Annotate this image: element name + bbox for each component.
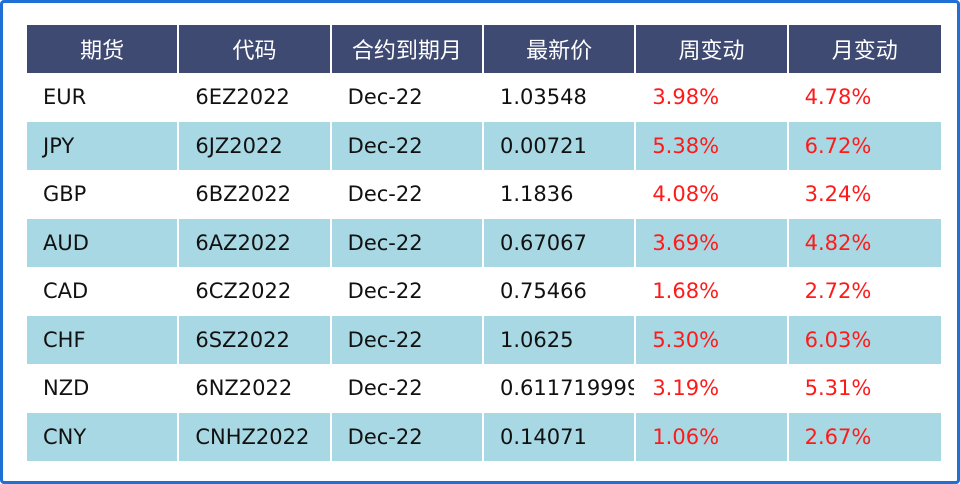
cell-monthly-change: 2.67% xyxy=(788,412,941,461)
cell-weekly-change: 4.08% xyxy=(636,170,789,219)
cell-price: 0.67067 xyxy=(483,218,637,267)
cell-expiry: Dec-22 xyxy=(331,170,484,219)
cell-weekly-change: 3.19% xyxy=(636,364,789,413)
cell-expiry: Dec-22 xyxy=(331,267,484,316)
cell-expiry: Dec-22 xyxy=(331,412,484,461)
cell-weekly-change: 3.98% xyxy=(636,73,789,122)
header-latest-price: 最新价 xyxy=(483,25,637,73)
cell-expiry: Dec-22 xyxy=(331,73,484,122)
table-row: CHF 6SZ2022 Dec-22 1.0625 5.30% 6.03% xyxy=(27,315,941,364)
table-row: AUD 6AZ2022 Dec-22 0.67067 3.69% 4.82% xyxy=(27,218,941,267)
cell-futures: JPY xyxy=(27,121,180,170)
cell-code: 6AZ2022 xyxy=(179,218,332,267)
cell-weekly-change: 3.69% xyxy=(636,218,789,267)
cell-weekly-change: 1.68% xyxy=(636,267,789,316)
cell-monthly-change: 2.72% xyxy=(788,267,941,316)
table-row: GBP 6BZ2022 Dec-22 1.1836 4.08% 3.24% xyxy=(27,170,941,219)
header-expiry-month: 合约到期月 xyxy=(331,25,484,73)
header-monthly-change: 月变动 xyxy=(788,25,941,73)
cell-expiry: Dec-22 xyxy=(331,315,484,364)
futures-table: 期货 代码 合约到期月 最新价 周变动 月变动 EUR 6EZ2022 Dec-… xyxy=(27,25,941,461)
header-weekly-change: 周变动 xyxy=(636,25,789,73)
cell-price: 0.14071 xyxy=(483,412,637,461)
table-row: EUR 6EZ2022 Dec-22 1.03548 3.98% 4.78% xyxy=(27,73,941,122)
cell-monthly-change: 4.82% xyxy=(788,218,941,267)
cell-futures: NZD xyxy=(27,364,180,413)
table-header-row: 期货 代码 合约到期月 最新价 周变动 月变动 xyxy=(27,25,941,73)
cell-monthly-change: 6.03% xyxy=(788,315,941,364)
cell-weekly-change: 5.30% xyxy=(636,315,789,364)
cell-code: CNHZ2022 xyxy=(179,412,332,461)
header-futures: 期货 xyxy=(27,25,180,73)
header-code: 代码 xyxy=(179,25,332,73)
cell-code: 6JZ2022 xyxy=(179,121,332,170)
cell-futures: CNY xyxy=(27,412,180,461)
cell-code: 6CZ2022 xyxy=(179,267,332,316)
cell-price: 1.03548 xyxy=(483,73,637,122)
cell-code: 6SZ2022 xyxy=(179,315,332,364)
cell-price: 0.611719999 xyxy=(483,364,637,413)
table-row: CAD 6CZ2022 Dec-22 0.75466 1.68% 2.72% xyxy=(27,267,941,316)
cell-monthly-change: 6.72% xyxy=(788,121,941,170)
cell-code: 6EZ2022 xyxy=(179,73,332,122)
cell-price: 1.0625 xyxy=(483,315,637,364)
cell-futures: AUD xyxy=(27,218,180,267)
cell-expiry: Dec-22 xyxy=(331,121,484,170)
cell-monthly-change: 5.31% xyxy=(788,364,941,413)
cell-futures: EUR xyxy=(27,73,180,122)
cell-futures: GBP xyxy=(27,170,180,219)
cell-code: 6NZ2022 xyxy=(179,364,332,413)
cell-monthly-change: 3.24% xyxy=(788,170,941,219)
cell-weekly-change: 1.06% xyxy=(636,412,789,461)
cell-price: 0.75466 xyxy=(483,267,637,316)
cell-code: 6BZ2022 xyxy=(179,170,332,219)
cell-futures: CAD xyxy=(27,267,180,316)
table-row: CNY CNHZ2022 Dec-22 0.14071 1.06% 2.67% xyxy=(27,412,941,461)
cell-futures: CHF xyxy=(27,315,180,364)
table-row: JPY 6JZ2022 Dec-22 0.00721 5.38% 6.72% xyxy=(27,121,941,170)
cell-weekly-change: 5.38% xyxy=(636,121,789,170)
table-row: NZD 6NZ2022 Dec-22 0.611719999 3.19% 5.3… xyxy=(27,364,941,413)
cell-monthly-change: 4.78% xyxy=(788,73,941,122)
cell-expiry: Dec-22 xyxy=(331,218,484,267)
cell-expiry: Dec-22 xyxy=(331,364,484,413)
cell-price: 1.1836 xyxy=(483,170,637,219)
cell-price: 0.00721 xyxy=(483,121,637,170)
